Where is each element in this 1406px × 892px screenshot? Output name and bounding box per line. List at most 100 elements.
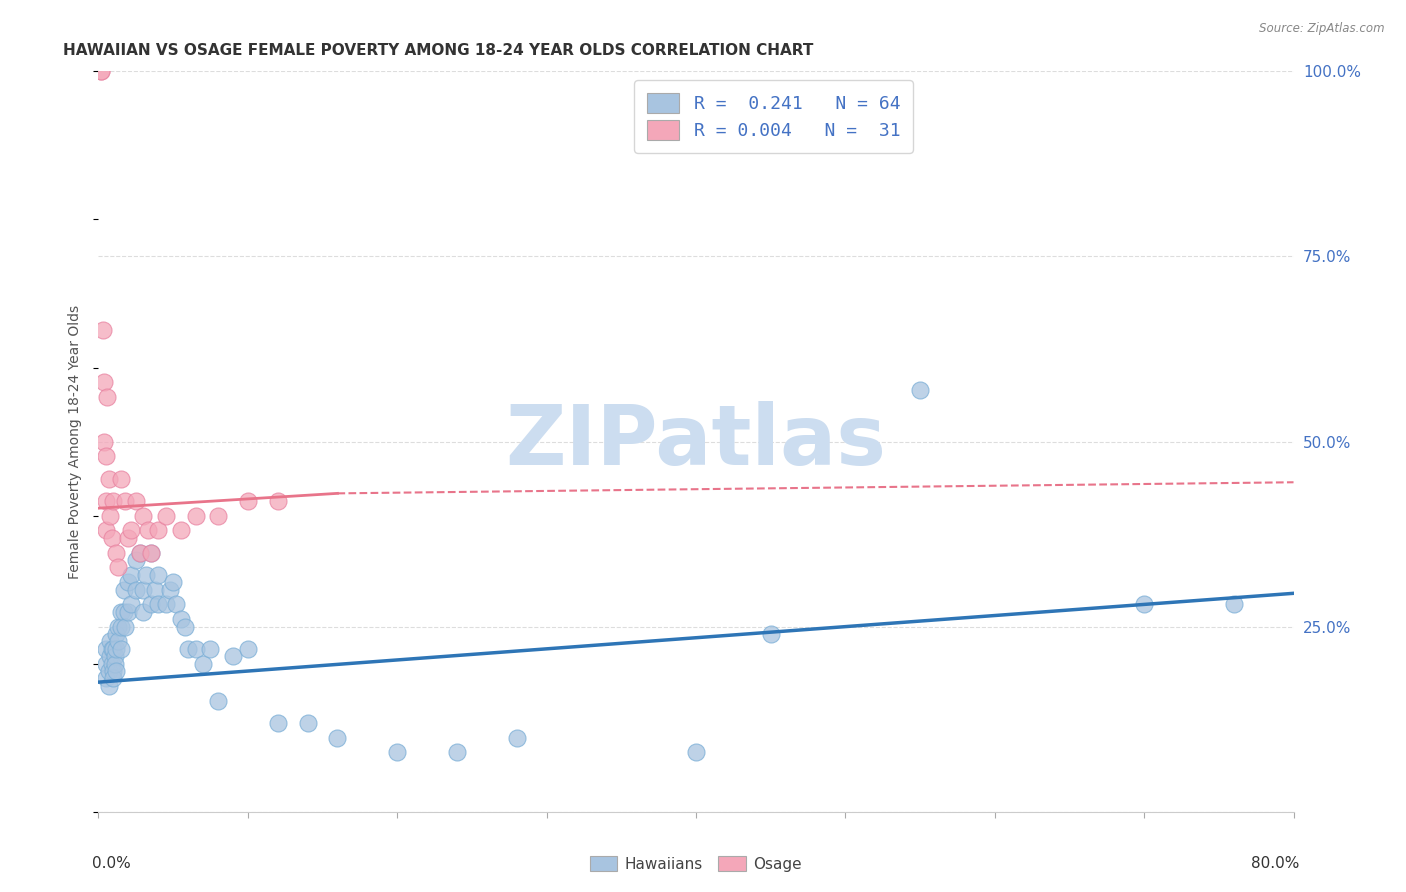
Point bbox=[101, 657, 124, 671]
Point bbox=[104, 649, 127, 664]
Point bbox=[101, 641, 124, 656]
Point bbox=[155, 508, 177, 523]
Point bbox=[105, 664, 128, 678]
Point bbox=[98, 649, 122, 664]
Point bbox=[117, 575, 139, 590]
Point bbox=[105, 627, 128, 641]
Text: ZIPatlas: ZIPatlas bbox=[506, 401, 886, 482]
Point bbox=[236, 493, 259, 508]
Point bbox=[90, 64, 112, 78]
Point bbox=[184, 641, 207, 656]
Point bbox=[184, 508, 207, 523]
Point bbox=[129, 546, 152, 560]
Point bbox=[117, 605, 139, 619]
Point bbox=[148, 524, 170, 538]
Point bbox=[105, 641, 128, 656]
Point bbox=[98, 508, 122, 523]
Point bbox=[132, 605, 155, 619]
Point bbox=[207, 508, 229, 523]
Point bbox=[103, 493, 125, 508]
Point bbox=[107, 634, 129, 648]
Point bbox=[98, 634, 122, 648]
Point bbox=[446, 746, 468, 760]
Legend: Hawaiians, Osage: Hawaiians, Osage bbox=[583, 850, 808, 878]
Y-axis label: Female Poverty Among 18-24 Year Olds: Female Poverty Among 18-24 Year Olds bbox=[69, 304, 83, 579]
Point bbox=[94, 493, 117, 508]
Point bbox=[132, 582, 155, 597]
Point bbox=[169, 612, 191, 626]
Point bbox=[125, 582, 148, 597]
Text: Source: ZipAtlas.com: Source: ZipAtlas.com bbox=[1260, 22, 1385, 36]
Point bbox=[94, 524, 117, 538]
Point bbox=[136, 524, 159, 538]
Point bbox=[169, 524, 191, 538]
Point bbox=[117, 531, 139, 545]
Point bbox=[506, 731, 529, 745]
Point bbox=[139, 546, 162, 560]
Point bbox=[112, 582, 135, 597]
Point bbox=[143, 582, 166, 597]
Point bbox=[139, 546, 162, 560]
Point bbox=[191, 657, 214, 671]
Point bbox=[94, 641, 117, 656]
Text: HAWAIIAN VS OSAGE FEMALE POVERTY AMONG 18-24 YEAR OLDS CORRELATION CHART: HAWAIIAN VS OSAGE FEMALE POVERTY AMONG 1… bbox=[63, 43, 813, 58]
Point bbox=[94, 672, 117, 686]
Point bbox=[94, 450, 117, 464]
Point bbox=[159, 582, 181, 597]
Point bbox=[90, 64, 112, 78]
Point bbox=[120, 598, 142, 612]
Point bbox=[155, 598, 177, 612]
Point bbox=[103, 641, 125, 656]
Point bbox=[267, 715, 290, 730]
Point bbox=[94, 657, 117, 671]
Point bbox=[110, 619, 132, 633]
Point bbox=[93, 434, 115, 449]
Point bbox=[110, 471, 132, 485]
Point bbox=[110, 641, 132, 656]
Point bbox=[1223, 598, 1246, 612]
Point bbox=[139, 598, 162, 612]
Point bbox=[112, 605, 135, 619]
Point bbox=[125, 553, 148, 567]
Point bbox=[135, 567, 157, 582]
Point bbox=[326, 731, 349, 745]
Point bbox=[91, 324, 114, 338]
Point bbox=[165, 598, 187, 612]
Point bbox=[132, 508, 155, 523]
Point bbox=[114, 493, 136, 508]
Point bbox=[97, 471, 120, 485]
Text: 80.0%: 80.0% bbox=[1251, 856, 1299, 871]
Point bbox=[759, 627, 782, 641]
Point bbox=[174, 619, 197, 633]
Point bbox=[120, 524, 142, 538]
Point bbox=[177, 641, 200, 656]
Point bbox=[110, 605, 132, 619]
Point bbox=[908, 383, 931, 397]
Point bbox=[222, 649, 245, 664]
Point bbox=[148, 567, 170, 582]
Point bbox=[129, 546, 152, 560]
Point bbox=[236, 641, 259, 656]
Point bbox=[685, 746, 707, 760]
Point bbox=[385, 746, 409, 760]
Point bbox=[207, 694, 229, 708]
Point bbox=[297, 715, 319, 730]
Point bbox=[114, 619, 136, 633]
Point bbox=[101, 531, 124, 545]
Point bbox=[162, 575, 184, 590]
Point bbox=[107, 560, 129, 574]
Point bbox=[104, 657, 127, 671]
Point bbox=[125, 493, 148, 508]
Point bbox=[200, 641, 222, 656]
Point bbox=[93, 376, 115, 390]
Point bbox=[1133, 598, 1156, 612]
Point bbox=[103, 664, 125, 678]
Point bbox=[105, 546, 128, 560]
Point bbox=[97, 679, 120, 693]
Point bbox=[97, 664, 120, 678]
Point bbox=[103, 672, 125, 686]
Point bbox=[267, 493, 290, 508]
Point bbox=[96, 390, 118, 404]
Text: 0.0%: 0.0% bbox=[93, 856, 131, 871]
Point bbox=[120, 567, 142, 582]
